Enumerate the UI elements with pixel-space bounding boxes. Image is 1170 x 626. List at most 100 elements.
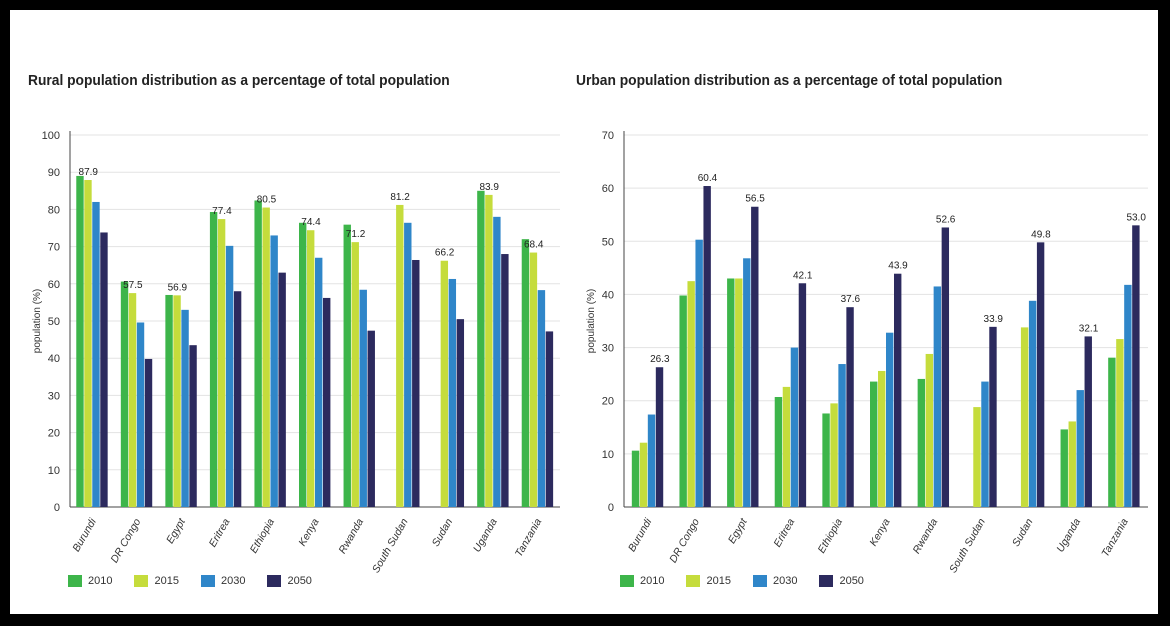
urban-x-tick-label-kenya: Kenya [867,516,892,548]
urban-legend-item-2030: 2030 [752,575,798,587]
rural-data-label-egypt: 56.9 [168,282,188,293]
rural-legend-item-2050: 2050 [267,575,312,587]
urban-bar-kenya-2015 [878,370,886,507]
urban-bar-south-sudan-2015 [973,407,981,507]
rural-bar-south-sudan-2015 [396,204,404,507]
rural-legend-item-2010: 2010 [68,575,112,587]
rural-y-tick-label: 100 [42,130,60,142]
rural-bar-burundi-2015 [84,180,92,507]
urban-bar-egypt-2030 [743,258,751,507]
urban-data-label-burundi: 26.3 [650,354,670,365]
rural-bar-eritrea-2050 [233,291,242,507]
rural-bar-eritrea-2015 [217,219,226,507]
urban-y-tick-label: 20 [602,396,614,408]
urban-bar-uganda-2010 [1060,429,1068,507]
urban-data-label-kenya: 43.9 [888,261,908,272]
rural-legend-item-2015: 2015 [134,575,179,587]
rural-y-tick-label: 90 [48,167,60,179]
urban-x-tick-label-eritrea: Eritrea [771,516,797,549]
rural-x-tick-label-dr-congo: DR Congo [109,516,144,565]
urban-x-tick-label-rwanda: Rwanda [911,516,941,556]
urban-bar-burundi-2050 [655,367,664,507]
urban-data-label-rwanda: 52.6 [936,214,956,225]
figure-frame: Rural population distribution as a perce… [10,10,1158,614]
rural-data-label-dr-congo: 57.5 [123,280,143,291]
urban-x-tick-label-dr-congo: DR Congo [667,516,702,565]
rural-bar-rwanda-2030 [359,289,367,507]
urban-data-label-ethiopia: 37.6 [841,294,861,305]
urban-y-tick-label: 30 [602,343,614,355]
rural-legend-label: 2030 [220,575,246,587]
urban-bar-rwanda-2030 [933,286,942,507]
urban-bar-burundi-2015 [639,442,648,507]
rural-bar-tanzania-2015 [529,252,538,507]
urban-chart-svg: 0 10 20 30 40 50 60 70 population (%) 26.3 Burundi… [586,130,1148,575]
urban-bar-ethiopia-2030 [838,364,846,507]
rural-bar-uganda-2010 [477,190,485,508]
urban-y-tick-label: 50 [602,236,614,248]
rural-y-tick-label: 40 [48,353,60,365]
rural-data-label-ethiopia: 80.5 [257,195,277,206]
rural-bar-sudan-2050 [456,319,465,507]
urban-legend-label: 2010 [640,575,665,587]
rural-chart-title: Rural population distribution as a perce… [28,72,450,89]
rural-bar-kenya-2010 [299,222,307,508]
urban-bar-eritrea-2015 [782,386,791,507]
urban-legend-label: 2015 [706,575,731,587]
urban-bar-uganda-2030 [1076,390,1084,507]
rural-bar-egypt-2010 [165,294,173,507]
rural-legend-swatch [200,575,215,587]
rural-bar-ethiopia-2010 [254,200,262,508]
rural-bar-sudan-2030 [448,278,457,507]
urban-y-tick-label: 70 [602,130,614,142]
urban-bar-tanzania-2050 [1132,225,1140,508]
urban-legend-label: 2030 [772,575,798,587]
urban-bar-burundi-2010 [631,450,640,507]
rural-x-tick-label-eritrea: Eritrea [207,516,233,549]
rural-x-tick-label-rwanda: Rwanda [336,516,366,556]
rural-data-label-kenya: 74.4 [301,217,321,228]
rural-data-label-rwanda: 71.2 [346,229,366,240]
urban-legend-swatch [819,575,834,587]
urban-bar-tanzania-2010 [1108,357,1116,507]
urban-y-tick-label: 40 [602,289,614,301]
urban-y-tick-label: 0 [608,502,614,514]
urban-bar-rwanda-2015 [925,353,934,507]
rural-legend-label: 2050 [287,575,312,587]
rural-bar-uganda-2030 [493,216,501,507]
rural-chart-svg: 0 10 20 30 40 50 60 70 80 90 100 population (%) 87.9… [32,130,560,575]
rural-bar-burundi-2010 [76,175,84,508]
urban-x-tick-label-sudan: Sudan [1010,516,1036,548]
rural-y-tick-label: 80 [48,204,60,216]
rural-x-tick-label-sudan: Sudan [430,516,456,548]
rural-bar-egypt-2015 [173,295,181,507]
urban-legend-swatch [620,575,634,587]
urban-bar-south-sudan-2030 [981,381,989,507]
urban-bar-egypt-2010 [727,278,735,507]
rural-bar-egypt-2030 [181,309,189,507]
urban-x-tick-label-south-sudan: South Sudan [947,516,988,575]
rural-bar-sudan-2015 [440,260,449,507]
rural-legend-label: 2010 [88,575,113,587]
rural-bar-dr-congo-2050 [144,358,153,507]
rural-y-tick-label: 50 [48,316,60,328]
urban-y-axis-label: population (%) [586,289,597,353]
rural-bar-south-sudan-2030 [404,222,412,508]
rural-bar-uganda-2050 [501,254,509,507]
rural-data-label-burundi: 87.9 [79,167,99,178]
urban-bar-sudan-2030 [1028,300,1037,507]
rural-bar-burundi-2030 [92,201,100,507]
urban-data-label-egypt: 56.5 [745,194,765,205]
rural-bar-dr-congo-2015 [128,293,137,507]
urban-bar-dr-congo-2030 [695,239,703,508]
rural-y-tick-label: 60 [48,279,60,291]
urban-bar-egypt-2015 [735,278,743,507]
rural-x-tick-label-uganda: Uganda [471,516,500,554]
rural-data-label-sudan: 66.2 [435,248,455,259]
rural-x-tick-label-tanzania: Tanzania [513,516,545,559]
urban-bar-egypt-2050 [751,206,759,507]
rural-bar-dr-congo-2010 [120,281,129,507]
urban-legend-item-2050: 2050 [819,575,864,587]
rural-bar-ethiopia-2015 [262,207,270,508]
rural-bar-tanzania-2030 [537,290,546,507]
